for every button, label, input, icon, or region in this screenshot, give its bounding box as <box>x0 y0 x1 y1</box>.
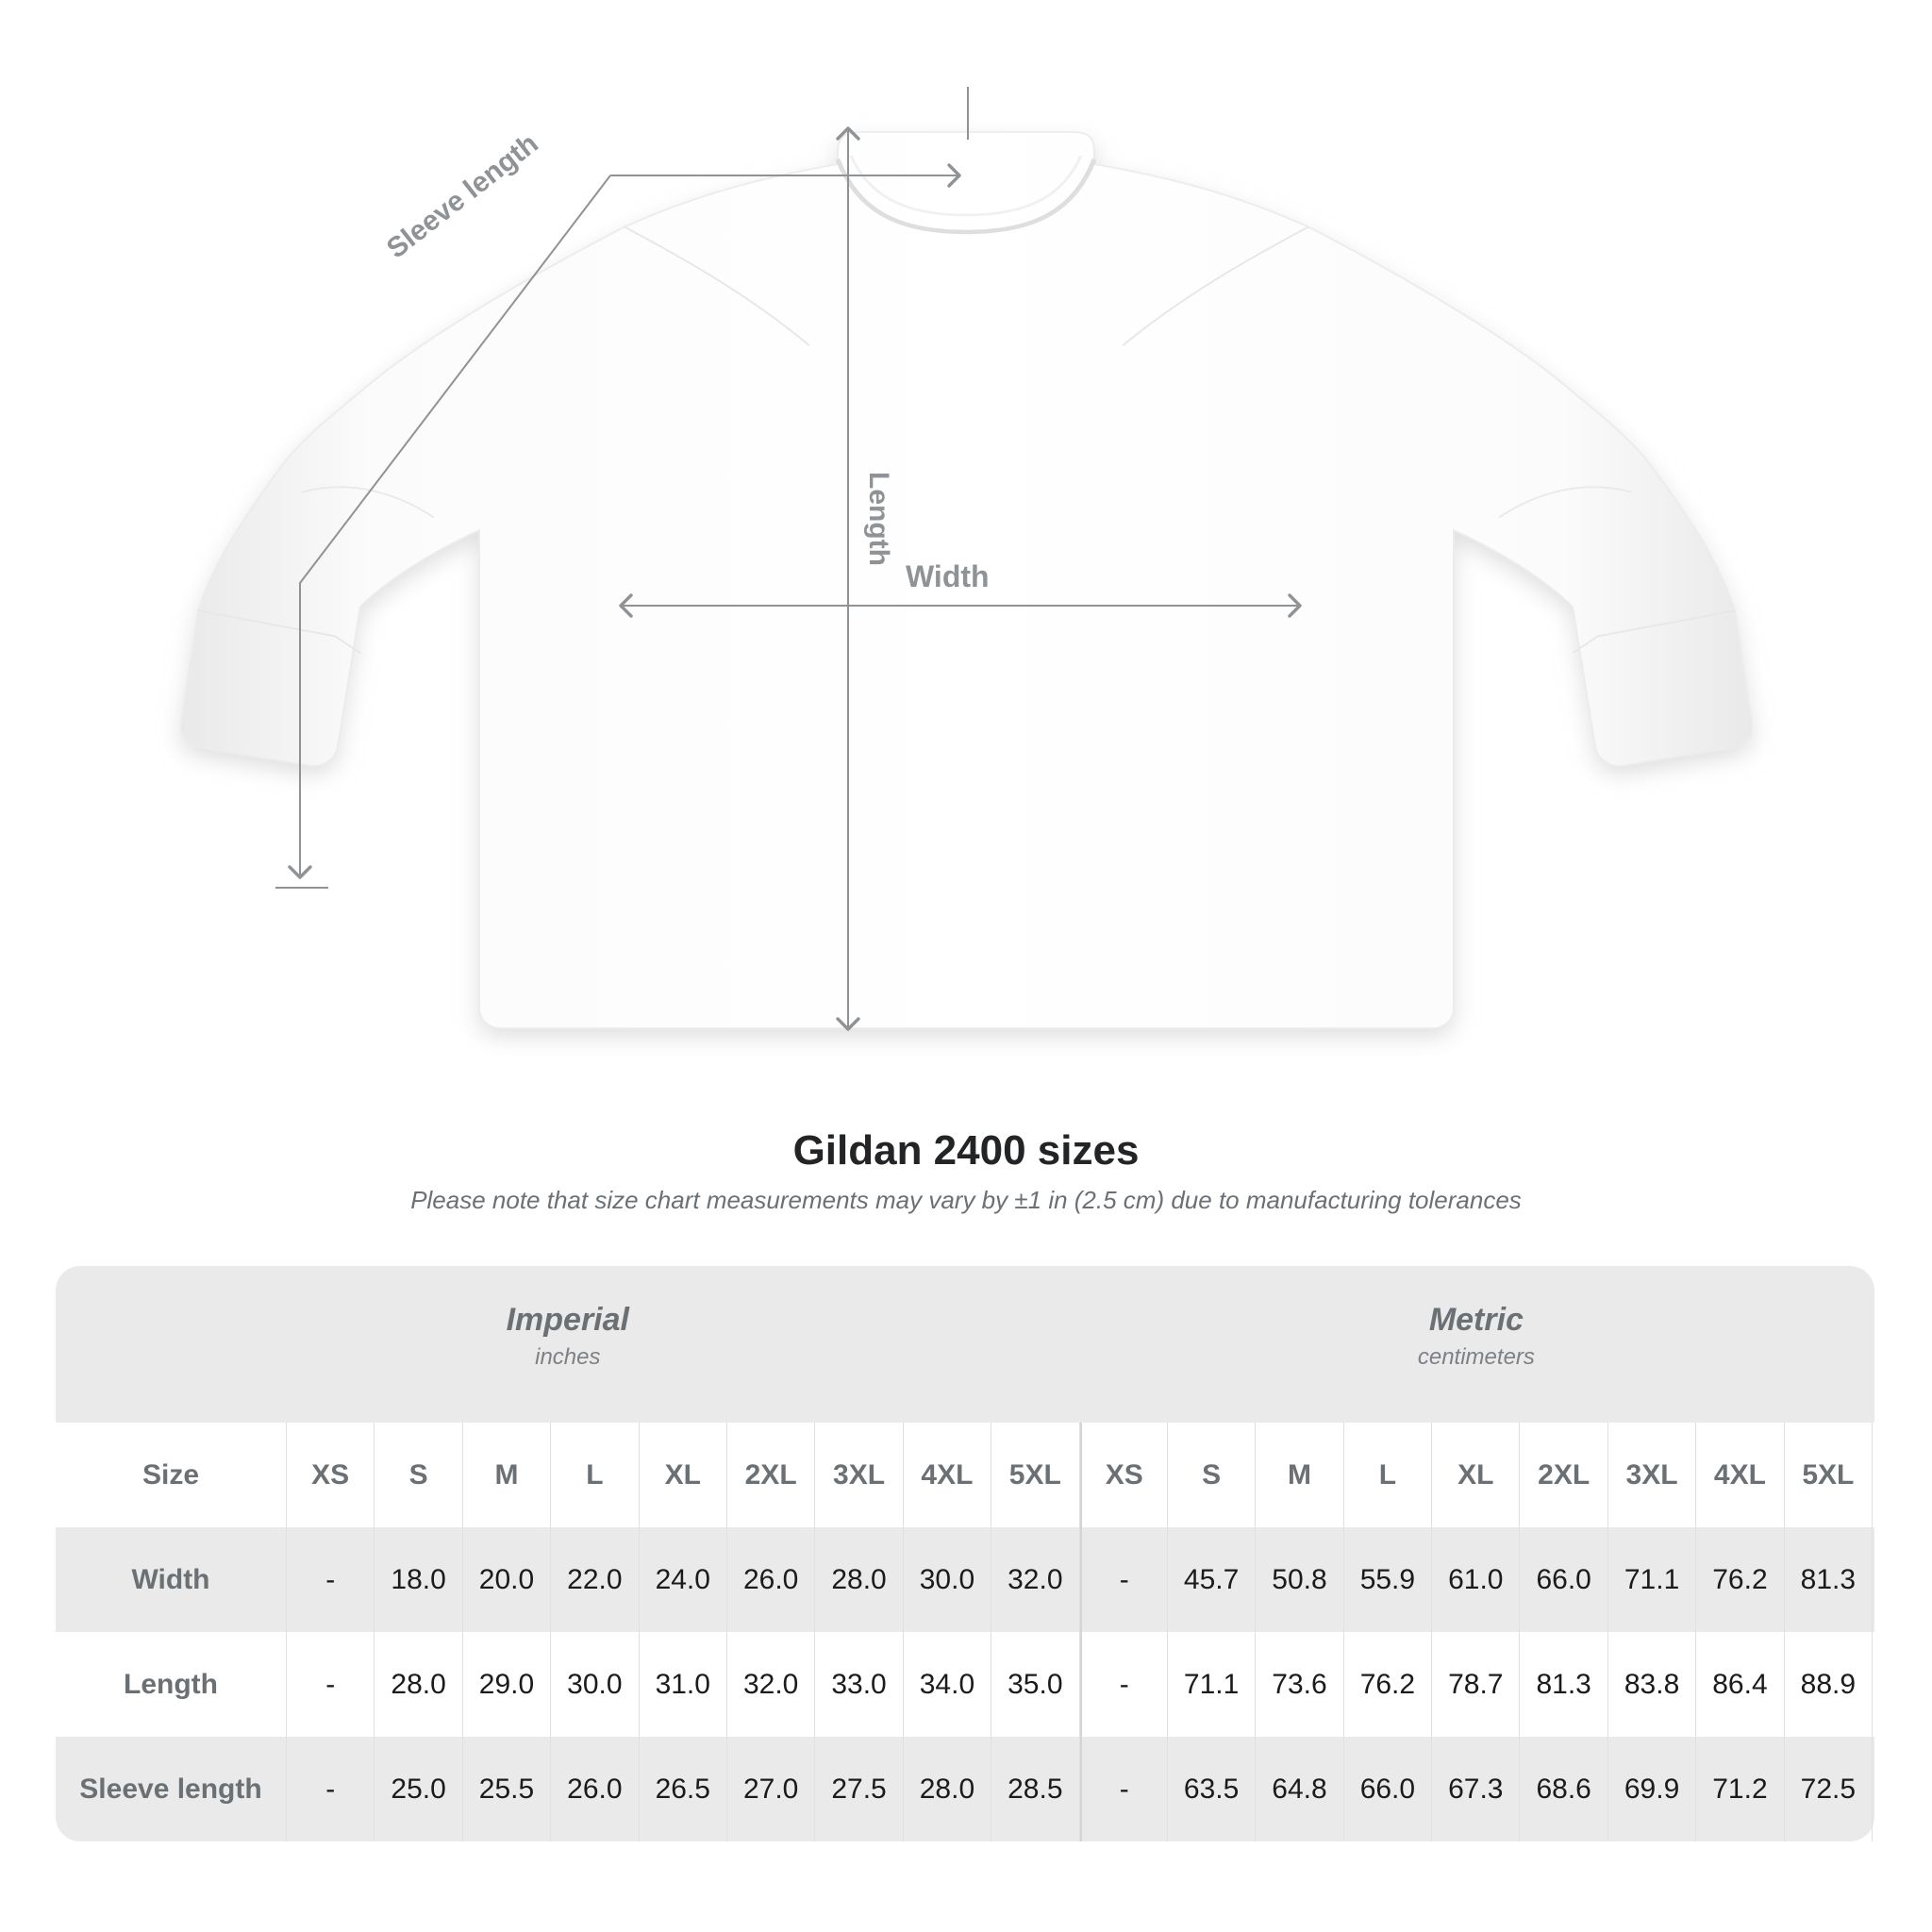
svg-text:Width: Width <box>906 559 990 593</box>
svg-text:Sleeve length: Sleeve length <box>381 127 544 264</box>
svg-text:Length: Length <box>863 472 894 566</box>
